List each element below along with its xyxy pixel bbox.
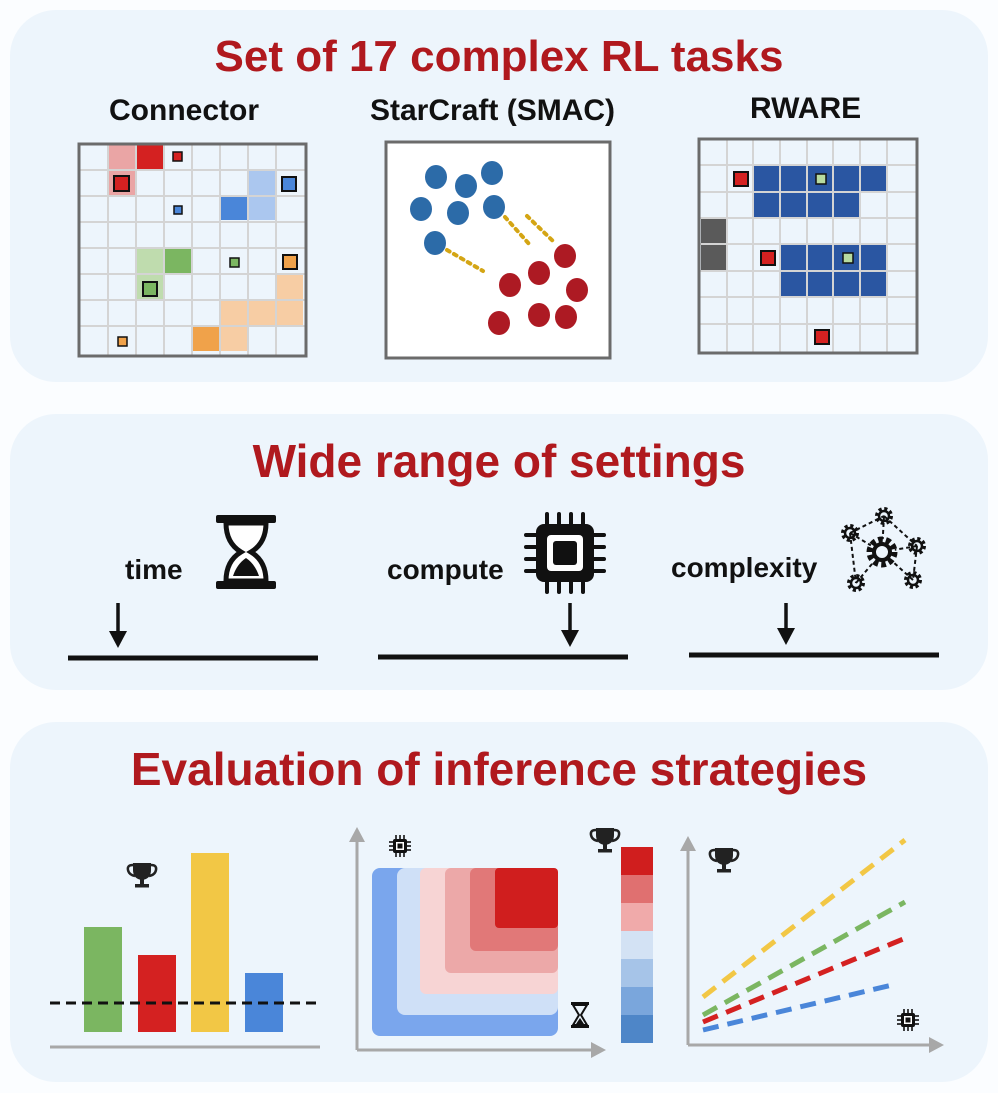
tasks-title: Set of 17 complex RL tasks <box>214 32 784 81</box>
starcraft-label: StarCraft (SMAC) <box>370 94 616 127</box>
time-label: time <box>125 554 183 585</box>
rware-label: RWARE <box>750 92 862 125</box>
connector-label: Connector <box>109 94 259 127</box>
compute-setting <box>378 512 628 660</box>
chip-icon <box>896 1008 920 1032</box>
hourglass-icon <box>570 1001 590 1029</box>
color-scale <box>621 847 653 1043</box>
complexity-label: complexity <box>671 552 818 583</box>
starcraft-scene <box>384 140 612 360</box>
hourglass-icon <box>216 515 276 589</box>
connector-grid <box>77 142 308 358</box>
trophy-icon <box>708 846 740 874</box>
gear-network-icon <box>841 507 926 592</box>
complexity-setting <box>689 507 939 658</box>
scaling-lines-graphic <box>680 836 944 1053</box>
settings-title: Wide range of settings <box>252 435 746 487</box>
evaluation-title: Evaluation of inference strategies <box>130 743 868 795</box>
bar-chart-graphic <box>50 853 320 1049</box>
chip-icon <box>388 834 412 858</box>
trophy-icon <box>589 826 621 854</box>
heatmap-graphic <box>349 826 653 1058</box>
compute-label: compute <box>387 554 504 585</box>
trophy-icon <box>126 861 158 889</box>
rware-grid <box>697 137 919 355</box>
time-setting <box>68 515 318 661</box>
settings-panel: Wide range of settings time compute comp… <box>10 414 988 690</box>
chip-icon <box>524 512 606 594</box>
